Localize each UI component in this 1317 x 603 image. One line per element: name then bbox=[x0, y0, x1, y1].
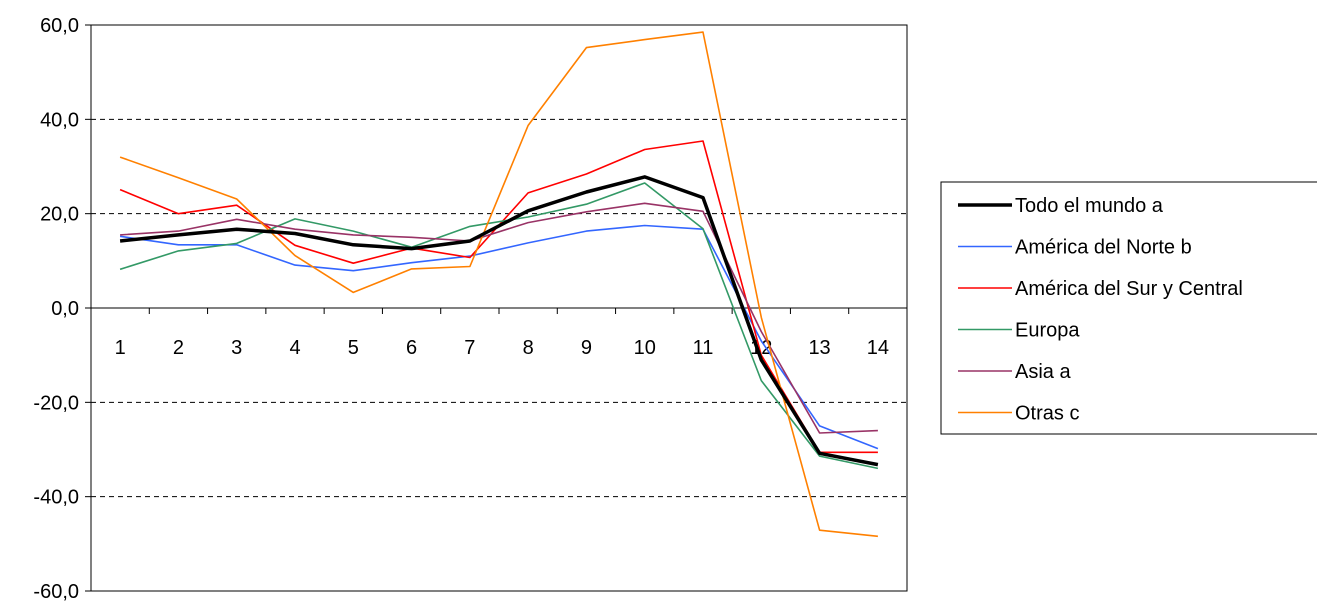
legend-label: Europa bbox=[1015, 320, 1080, 342]
x-tick-label: 8 bbox=[523, 337, 534, 359]
legend-label: Asia a bbox=[1015, 361, 1071, 383]
x-tick-label: 10 bbox=[634, 337, 656, 359]
y-tick-label: 0,0 bbox=[51, 298, 79, 320]
x-tick-label: 14 bbox=[867, 337, 889, 359]
y-tick-label: 40,0 bbox=[40, 109, 79, 131]
legend: Todo el mundo a América del Norte b Améric… bbox=[940, 181, 1317, 435]
x-tick-label: 13 bbox=[808, 337, 830, 359]
x-tick-label: 11 bbox=[693, 337, 714, 359]
y-tick-label: -60,0 bbox=[33, 581, 79, 603]
y-axis-tick-labels: 60,0 40,0 20,0 0,0 -20,0 -40,0 -60,0 bbox=[33, 15, 79, 603]
legend-box bbox=[940, 181, 1317, 435]
y-tick-label: 60,0 bbox=[40, 15, 79, 37]
series-line bbox=[120, 202, 878, 434]
x-tick-label: 1 bbox=[115, 337, 126, 359]
legend-label: América del Norte b bbox=[1015, 237, 1192, 259]
series-line bbox=[119, 140, 878, 454]
y-tick-label: 20,0 bbox=[40, 204, 79, 226]
x-axis-tick-labels: 1 2 3 4 5 6 7 8 9 10 11 12 13 14 bbox=[115, 337, 889, 359]
legend-label: América del Sur y Central bbox=[1015, 278, 1243, 300]
x-tick-label: 4 bbox=[289, 337, 300, 359]
legend-label: Todo el mundo a bbox=[1015, 195, 1164, 217]
x-tick-label: 2 bbox=[173, 337, 184, 359]
series-line bbox=[119, 182, 879, 470]
x-tick-label: 7 bbox=[464, 337, 475, 359]
y-tick-label: -20,0 bbox=[33, 392, 79, 414]
x-tick-label: 3 bbox=[231, 337, 242, 359]
x-tick-label: 6 bbox=[406, 337, 417, 359]
series-line bbox=[119, 175, 879, 467]
series-line bbox=[119, 31, 878, 538]
y-tick-label: -40,0 bbox=[33, 487, 79, 509]
x-tick-label: 9 bbox=[581, 337, 592, 359]
x-tick-label: 5 bbox=[348, 337, 359, 359]
legend-label: Otras c bbox=[1015, 403, 1079, 425]
axes bbox=[85, 24, 908, 592]
series-lines bbox=[119, 31, 879, 538]
